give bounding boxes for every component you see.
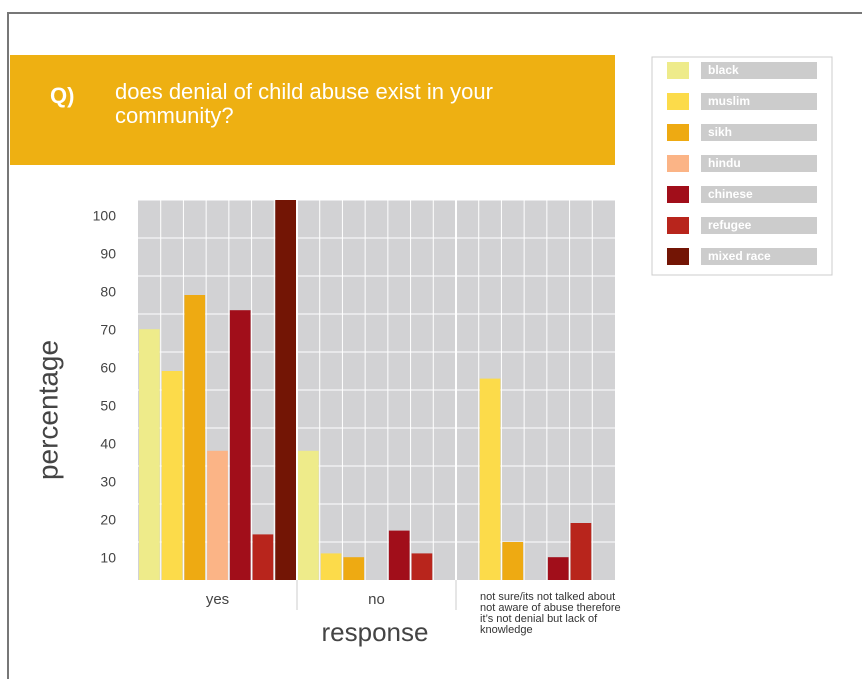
legend-label-bg (701, 217, 817, 234)
y-axis-title: percentage (32, 340, 63, 480)
bar (275, 200, 296, 580)
bar (320, 553, 342, 580)
legend-label: chinese (708, 187, 753, 201)
legend-swatch (667, 217, 689, 234)
bar (252, 534, 274, 580)
legend-label-bg (701, 62, 817, 79)
bar (207, 450, 228, 580)
x-axis-title: response (322, 617, 429, 647)
legend-label-bg (701, 93, 817, 110)
legend-label: muslim (708, 94, 750, 108)
x-tick-label: not sure/its not talked about not aware … (480, 591, 621, 636)
y-tick-label: 90 (100, 246, 116, 262)
bar (184, 295, 206, 580)
legend-swatch (667, 186, 689, 203)
chart-title: does denial of child abuse exist in your… (115, 79, 493, 128)
bar (388, 530, 410, 580)
x-tick-label: no (368, 591, 385, 608)
question-label: Q) (50, 83, 74, 108)
bar (570, 523, 592, 580)
y-tick-label: 60 (100, 360, 116, 376)
y-tick-label: 30 (100, 474, 116, 490)
y-tick-label: 20 (100, 512, 116, 528)
x-tick-label: yes (206, 591, 229, 608)
bar (139, 329, 160, 580)
frame (7, 12, 862, 679)
title-banner (10, 55, 615, 165)
legend-swatch (667, 62, 689, 79)
legend-label: sikh (708, 125, 732, 139)
y-tick-label: 80 (100, 284, 116, 300)
y-tick-label: 70 (100, 322, 116, 338)
legend-label: hindu (708, 156, 741, 170)
y-tick-label: 50 (100, 398, 116, 414)
bar (479, 378, 501, 580)
legend-label: black (708, 63, 739, 77)
y-tick-label: 10 (100, 550, 116, 566)
legend-label: refugee (708, 218, 752, 232)
legend-swatch (667, 155, 689, 172)
bar (298, 450, 319, 580)
bar (229, 310, 251, 580)
legend-label: mixed race (708, 249, 771, 263)
bar (343, 557, 365, 580)
legend-swatch (667, 124, 689, 141)
legend-label-bg (701, 248, 817, 265)
bar (161, 371, 183, 580)
legend-label-bg (701, 155, 817, 172)
bar (547, 557, 569, 580)
legend-label-bg (701, 124, 817, 141)
bar (411, 553, 433, 580)
y-tick-label: 100 (93, 208, 117, 224)
y-tick-label: 40 (100, 436, 116, 452)
legend-label-bg (701, 186, 817, 203)
bar (502, 542, 524, 580)
legend-swatch (667, 248, 689, 265)
legend-swatch (667, 93, 689, 110)
